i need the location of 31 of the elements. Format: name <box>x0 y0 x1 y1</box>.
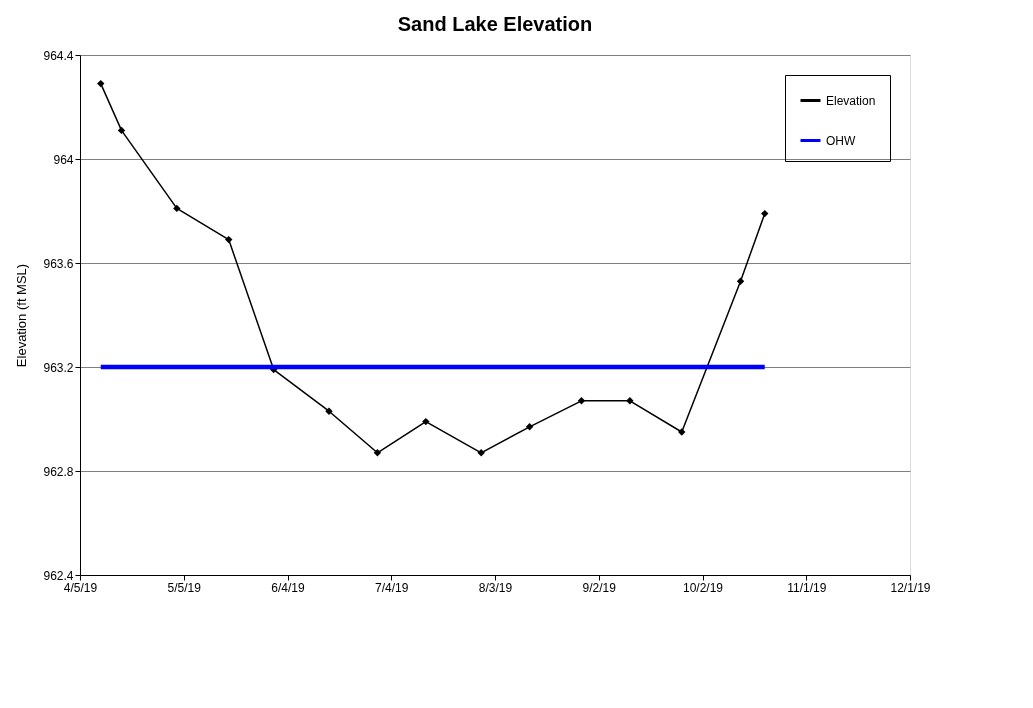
point <box>761 209 769 218</box>
point <box>97 79 105 88</box>
y-tick-label: 962.8 <box>43 464 74 479</box>
x-tick-label: 7/4/19 <box>375 580 409 595</box>
y-tick-label: 963.6 <box>43 256 74 271</box>
x-tick-label: 9/2/19 <box>582 580 617 595</box>
point <box>225 235 233 244</box>
point <box>525 423 534 431</box>
x-tick-label: 5/5/19 <box>167 580 202 595</box>
x-tick-label: 10/2/19 <box>682 580 724 595</box>
x-tick-label: 6/4/19 <box>271 580 305 595</box>
point <box>373 449 382 457</box>
y-tick-label: 964.4 <box>43 48 74 63</box>
y-tick-label: 963.2 <box>43 360 74 375</box>
legend-label: Elevation <box>826 93 876 108</box>
point <box>626 397 634 405</box>
chart-title: Sand Lake Elevation <box>397 13 593 35</box>
point <box>173 204 181 213</box>
y-axis-title: Elevation (ft MSL) <box>14 263 30 368</box>
x-tick-label: 4/5/19 <box>63 580 98 595</box>
x-tick-label: 11/1/19 <box>787 580 827 595</box>
point <box>577 397 586 405</box>
y-tick-label: 964 <box>53 152 74 167</box>
point <box>477 449 485 457</box>
y-tick-label: 962.4 <box>43 568 74 583</box>
x-tick-label: 12/1/19 <box>890 580 931 595</box>
legend-label: OHW <box>826 133 856 148</box>
point <box>736 277 745 285</box>
x-tick-label: 8/3/19 <box>478 580 513 595</box>
point <box>422 417 430 426</box>
point <box>117 126 126 135</box>
